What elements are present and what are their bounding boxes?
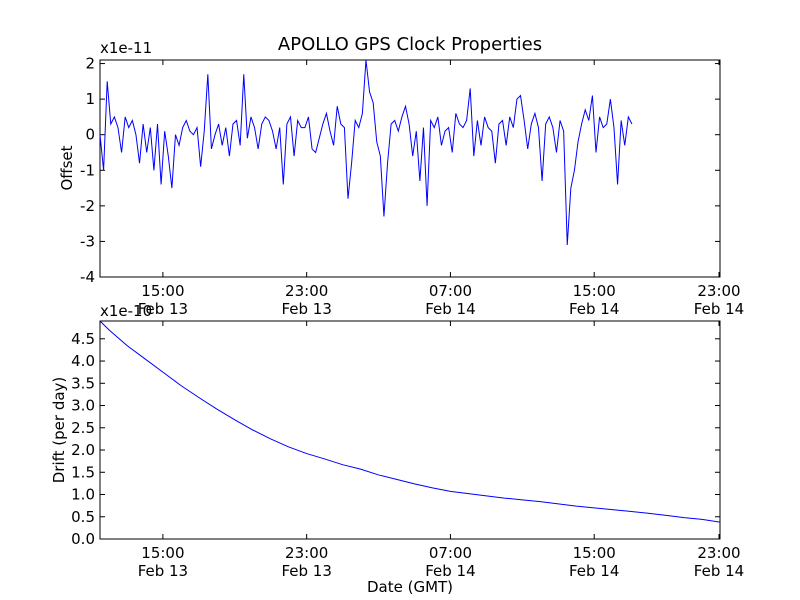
drift-y-tick-label: 2.5 xyxy=(71,419,95,437)
offset-y-ticks: -4 -3 -2 -1 0 1 2 xyxy=(80,55,720,286)
drift-y-tick-label: 3.0 xyxy=(71,397,95,415)
offset-y-axis-label: Offset xyxy=(58,145,76,190)
drift-multiplier-label: x1e-10 xyxy=(100,302,152,320)
offset-x-tick-label-date: Feb 14 xyxy=(694,300,744,318)
offset-x-tick-label-date: Feb 13 xyxy=(281,300,331,318)
offset-x-tick-label-date: Feb 14 xyxy=(569,300,619,318)
drift-x-tick-label-date: Feb 14 xyxy=(694,562,744,580)
offset-x-tick-label-time: 15:00 xyxy=(573,282,616,300)
offset-y-tick-label: -2 xyxy=(80,197,95,215)
drift-x-tick-label-date: Feb 13 xyxy=(281,562,331,580)
drift-y-tick-label: 1.0 xyxy=(71,486,95,504)
offset-y-tick-label: -3 xyxy=(80,232,95,250)
drift-y-tick-label: 1.5 xyxy=(71,463,95,481)
chart-title: APOLLO GPS Clock Properties xyxy=(278,34,542,55)
drift-y-axis-label: Drift (per day) xyxy=(50,377,68,484)
drift-y-tick-label: 4.5 xyxy=(71,330,95,348)
drift-x-tick-label-date: Feb 14 xyxy=(569,562,619,580)
offset-x-tick-label-date: Feb 14 xyxy=(425,300,475,318)
offset-multiplier-label: x1e-11 xyxy=(100,39,152,57)
offset-x-tick-label-time: 15:00 xyxy=(141,282,184,300)
offset-y-tick-label: -4 xyxy=(80,268,95,286)
offset-x-tick-label-time: 07:00 xyxy=(429,282,472,300)
offset-y-tick-label: 2 xyxy=(85,55,95,73)
offset-y-tick-label: 1 xyxy=(85,90,95,108)
drift-y-ticks: 0.0 0.5 1.0 1.5 2.0 2.5 3.0 3.5 4.0 4.5 xyxy=(71,330,720,548)
offset-series-line xyxy=(99,59,633,246)
offset-x-tick-label-date: Feb 13 xyxy=(138,300,188,318)
offset-x-tick-label-time: 23:00 xyxy=(285,282,328,300)
drift-x-tick-label-time: 15:00 xyxy=(141,544,184,562)
drift-x-tick-label-time: 23:00 xyxy=(697,544,740,562)
drift-y-tick-label: 2.0 xyxy=(71,441,95,459)
offset-y-tick-label: -1 xyxy=(80,161,95,179)
drift-x-tick-label-date: Feb 13 xyxy=(138,562,188,580)
offset-x-tick-label-time: 23:00 xyxy=(697,282,740,300)
drift-y-tick-label: 4.0 xyxy=(71,352,95,370)
drift-y-tick-label: 0.5 xyxy=(71,508,95,526)
drift-x-tick-label-date: Feb 14 xyxy=(425,562,475,580)
offset-y-tick-label: 0 xyxy=(85,126,95,144)
offset-plot-frame xyxy=(99,59,721,278)
drift-series-line xyxy=(99,320,721,523)
drift-x-tick-label-time: 15:00 xyxy=(573,544,616,562)
drift-y-tick-label: 3.5 xyxy=(71,374,95,392)
drift-x-axis-label: Date (GMT) xyxy=(367,578,453,596)
drift-x-tick-label-time: 23:00 xyxy=(285,544,328,562)
drift-x-tick-label-time: 07:00 xyxy=(429,544,472,562)
drift-y-tick-label: 0.0 xyxy=(71,530,95,548)
drift-plot-frame xyxy=(99,320,721,540)
drift-chart: x1e-10 Drift (per day) Date (GMT) 0.0 0.5… xyxy=(50,302,744,596)
